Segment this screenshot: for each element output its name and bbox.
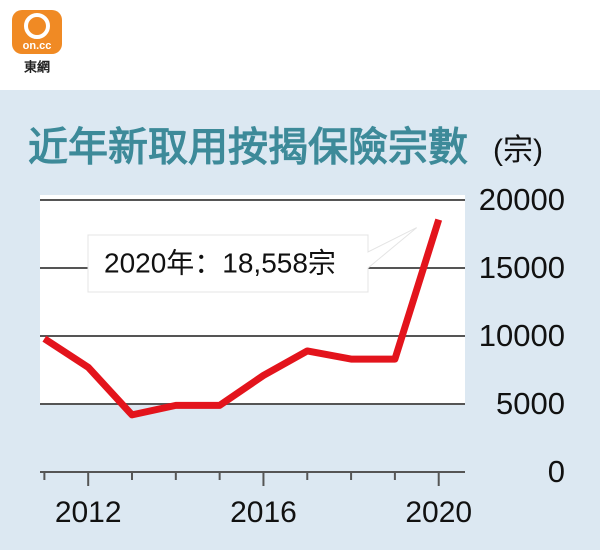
- x-tick-label: 2020: [405, 496, 472, 529]
- chart-title: 近年新取用按揭保險宗數: [28, 125, 468, 170]
- x-tick-label: 2016: [230, 496, 297, 529]
- logo-badge: [12, 10, 62, 54]
- logo-ring: [24, 13, 50, 39]
- y-tick-label: 15000: [479, 250, 565, 285]
- y-tick-label: 10000: [479, 318, 565, 353]
- brand-text: 東網: [24, 59, 50, 74]
- y-tick-label: 5000: [496, 386, 565, 421]
- data-line: [42, 218, 443, 419]
- y-tick-label: 0: [548, 454, 565, 489]
- annotation: 2020年：18,558宗: [104, 247, 336, 278]
- logo-text: on.cc: [23, 40, 52, 52]
- y-unit: (宗): [493, 134, 543, 167]
- plot-band: [40, 195, 465, 404]
- x-tick-label: 2012: [55, 496, 122, 529]
- y-tick-label: 20000: [479, 182, 565, 217]
- annotation-box: [87, 227, 418, 293]
